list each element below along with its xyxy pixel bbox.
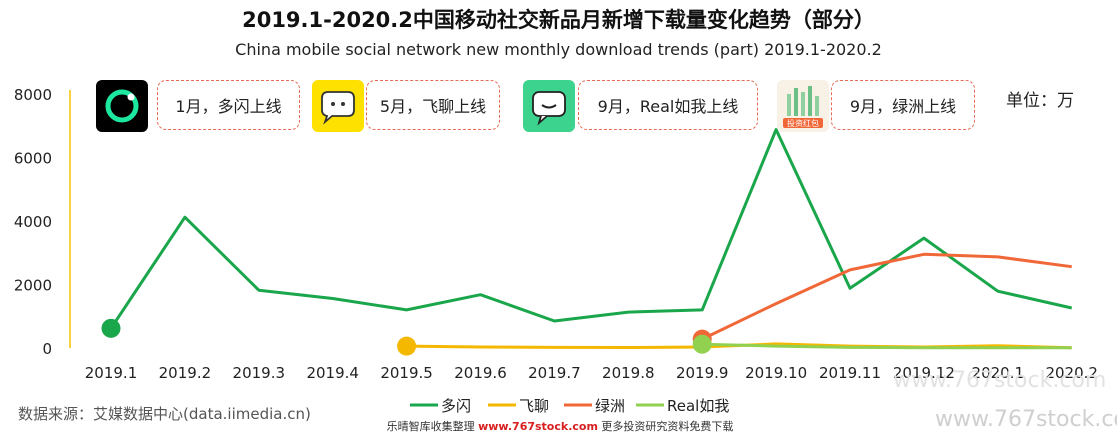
footer-prefix: 乐晴智库收集整理: [386, 420, 479, 433]
y-tick-label: 0: [42, 340, 52, 358]
duoshan-icon: [96, 80, 148, 132]
start-marker-飞聊: [397, 336, 417, 356]
legend-label: 飞聊: [519, 397, 549, 415]
lvzhou-icon: 投资红包: [777, 80, 829, 132]
x-tick-label: 2019.7: [528, 364, 581, 382]
x-tick-label: 2019.6: [454, 364, 507, 382]
legend-label: Real如我: [667, 397, 729, 415]
watermark-bottom: www.767stock.com: [935, 407, 1117, 432]
legend-label: 多闪: [441, 397, 471, 415]
x-tick-label: 2019.10: [745, 364, 807, 382]
event-label-duoshan: 1月，多闪上线: [175, 97, 282, 116]
x-tick-label: 2020.1: [972, 364, 1025, 382]
footer-note: 乐晴智库收集整理 www.767stock.com 更多投资研究资料免费下载: [340, 418, 780, 434]
event-box-lvzhou: 9月，绿洲上线: [831, 80, 975, 130]
event-box-real: 9月，Real如我上线: [578, 80, 758, 130]
x-tick-label: 2019.9: [676, 364, 729, 382]
x-tick-label: 2019.5: [380, 364, 433, 382]
y-tick-label: 2000: [14, 277, 52, 295]
x-tick-label: 2019.1: [85, 364, 138, 382]
series-line-绿洲: [701, 252, 1072, 341]
event-label-real: 9月，Real如我上线: [597, 97, 739, 116]
x-tick-label: 2020.2: [1045, 364, 1098, 382]
legend-label: 绿洲: [595, 397, 625, 415]
x-tick-label: 2019.11: [819, 364, 881, 382]
series-line-Real如我: [702, 342, 1072, 350]
data-source: 数据来源：艾媒数据中心(data.iimedia.cn): [18, 405, 311, 423]
feiliao-icon: [312, 80, 364, 132]
event-box-feiliao: 5月，飞聊上线: [366, 80, 500, 130]
start-marker-Real如我: [692, 334, 712, 354]
footer-suffix: 更多投资研究资料免费下载: [597, 420, 734, 433]
event-box-duoshan: 1月，多闪上线: [157, 80, 300, 130]
x-tick-label: 2019.4: [306, 364, 359, 382]
x-tick-label: 2019.8: [602, 364, 655, 382]
event-label-feiliao: 5月，飞聊上线: [379, 97, 487, 116]
footer-site-link[interactable]: www.767stock.com: [478, 420, 598, 433]
lvzhou-icon-text: 投资红包: [787, 119, 819, 128]
y-tick-label: 6000: [14, 150, 52, 168]
chart-title: 2019.1-2020.2中国移动社交新品月新增下载量变化趋势（部分）: [242, 8, 875, 32]
series-line-多闪: [109, 128, 1073, 330]
x-tick-label: 2019.2: [159, 364, 212, 382]
chart-subtitle: China mobile social network new monthly …: [235, 40, 882, 59]
y-tick-label: 4000: [14, 213, 52, 231]
x-tick-label: 2019.12: [893, 364, 955, 382]
start-marker-多闪: [101, 318, 121, 338]
event-label-lvzhou: 9月，绿洲上线: [849, 97, 957, 116]
x-tick-label: 2019.3: [233, 364, 286, 382]
y-tick-label: 8000: [14, 86, 52, 104]
unit-label: 单位：万: [1006, 91, 1074, 111]
real-icon: [523, 80, 575, 132]
watermark-top: www.767stock.com: [893, 368, 1107, 393]
